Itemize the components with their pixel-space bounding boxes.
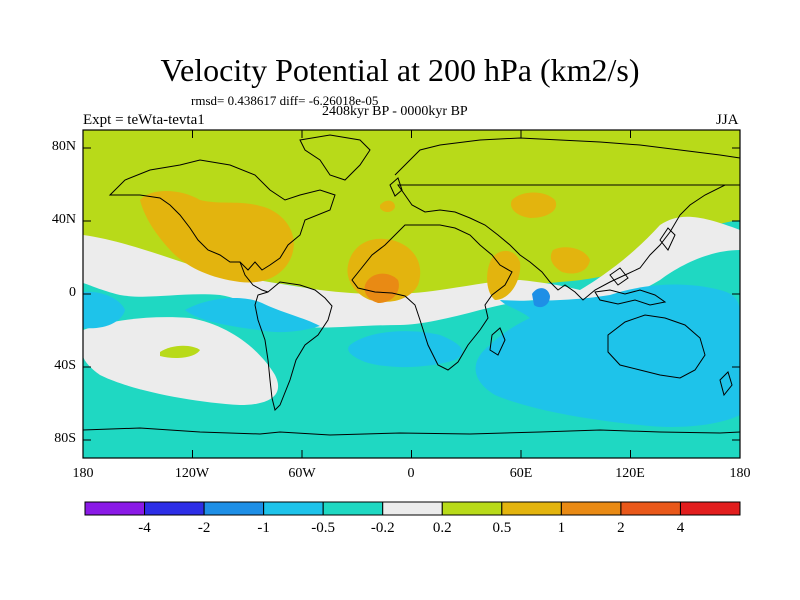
colorbar-label: -4 xyxy=(138,520,151,536)
colorbar-box xyxy=(620,501,681,516)
field-east-pacific-low xyxy=(83,291,125,329)
colorbar-label: 2 xyxy=(617,520,625,536)
field-maritime-core xyxy=(532,288,550,308)
lat-tick-label: 0 xyxy=(69,285,76,300)
field-india-high xyxy=(550,247,590,274)
lon-tick-label: 60W xyxy=(288,466,316,481)
colorbar-box xyxy=(501,501,562,516)
stats-annotation: rmsd= 0.438617 diff= -6.26018e-05 xyxy=(191,93,379,108)
colorbar-box xyxy=(382,501,443,516)
coast-south-america xyxy=(254,281,333,411)
lon-tick-label: 120E xyxy=(615,466,645,481)
lat-tick-label: 40N xyxy=(51,212,76,227)
colorbar-label: -2 xyxy=(197,520,211,536)
lat-tick-label: 80N xyxy=(51,139,76,154)
colorbar-box xyxy=(84,501,146,516)
experiment-label: Expt = teWta-tevta1 xyxy=(83,112,205,128)
coast-new-zealand xyxy=(719,371,733,397)
field-arabia-high xyxy=(487,250,521,300)
field-indo-pacific-low xyxy=(475,284,740,427)
field-atlantic-low xyxy=(348,331,463,368)
colorbar-box xyxy=(203,501,265,516)
lat-tick-label: 80S xyxy=(54,431,76,446)
map-field xyxy=(83,130,740,458)
lon-tick-label: 0 xyxy=(407,466,415,481)
colorbar-label: -1 xyxy=(257,520,270,536)
colorbar-box xyxy=(263,501,324,516)
colorbar-box xyxy=(560,501,622,516)
colorbar-box xyxy=(322,501,384,516)
coast-central-america xyxy=(239,261,269,293)
coast-uk xyxy=(389,177,403,197)
colorbar-box xyxy=(679,501,741,516)
colorbar-label: -0.5 xyxy=(311,520,336,536)
map-title: Velocity Potential at 200 hPa (km2/s) xyxy=(160,52,640,88)
coast-japan xyxy=(659,227,676,251)
colorbar-label: -0.2 xyxy=(370,520,395,536)
field-mediterranean-high xyxy=(510,192,557,218)
colorbar xyxy=(84,501,741,516)
season-label: JJA xyxy=(716,112,739,128)
coast-madagascar xyxy=(489,327,506,356)
coast-europe-asia xyxy=(394,137,740,301)
coast-antarctica xyxy=(83,427,740,436)
field-caribbean-high xyxy=(380,200,395,213)
coast-australia xyxy=(607,314,706,379)
field-south-pacific-neutral xyxy=(83,317,279,405)
coast-greenland xyxy=(299,134,371,181)
coastlines xyxy=(83,134,740,436)
colorbar-label: 1 xyxy=(557,520,566,536)
colorbar-box xyxy=(441,501,503,516)
coast-north-america xyxy=(108,159,336,271)
lon-tick-label: 60E xyxy=(509,466,533,481)
lon-tick-label: 120W xyxy=(174,466,210,481)
coast-maritime-continent xyxy=(594,267,667,306)
lon-tick-label: 180 xyxy=(72,466,94,481)
lat-tick-label: 40S xyxy=(54,358,76,373)
field-south-pacific-high xyxy=(160,345,200,358)
lon-tick-marks xyxy=(192,130,631,458)
field-west-africa-core xyxy=(364,273,399,303)
period-subtitle: 2408kyr BP - 0000kyr BP xyxy=(322,104,468,119)
lat-tick-marks xyxy=(83,147,740,441)
coast-africa xyxy=(351,224,513,371)
colorbar-label: 0.2 xyxy=(432,520,452,536)
field-southeast-pacific-low xyxy=(185,297,320,333)
colorbar-label: 4 xyxy=(676,520,685,536)
colorbar-label: 0.5 xyxy=(492,520,512,536)
colorbar-box xyxy=(144,501,205,516)
lon-tick-label: 180 xyxy=(729,466,751,481)
